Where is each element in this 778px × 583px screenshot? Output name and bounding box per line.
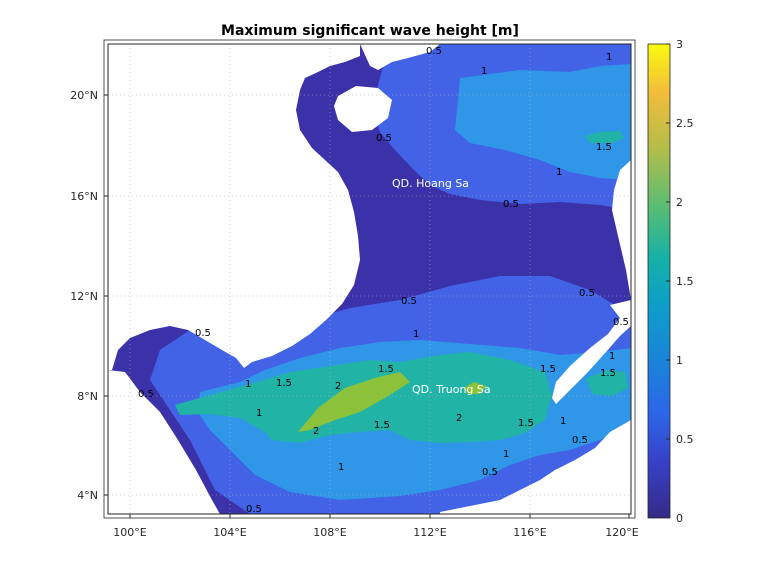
- colorbar-tick-label: 2: [676, 196, 683, 209]
- x-tick-label: 108°E: [313, 526, 346, 539]
- y-tick-label: 12°N: [70, 290, 98, 303]
- colorbar-tick-label: 1.5: [676, 275, 694, 288]
- land-hainan: [334, 86, 392, 132]
- colorbar-tick-label: 2.5: [676, 117, 694, 130]
- colorbar-tick-label: 1: [676, 354, 683, 367]
- contour-label: 1: [556, 167, 562, 178]
- wave-level-2-2.5-small: [464, 382, 486, 394]
- wave-level-1.5-2-north: [585, 131, 624, 143]
- contour-label: 0.5: [613, 317, 629, 328]
- contour-label: 1: [503, 449, 509, 460]
- y-tick-label: 4°N: [77, 489, 98, 502]
- map-title: Maximum significant wave height [m]: [221, 23, 519, 39]
- axes-frame: [107, 43, 632, 515]
- map-plot-area: [108, 44, 631, 514]
- wave-level-2-2.5: [298, 372, 410, 432]
- y-tick-label: 8°N: [77, 390, 98, 403]
- contour-label: 1: [256, 408, 262, 419]
- land-mainland: [108, 44, 360, 370]
- contour-label: 1: [338, 462, 344, 473]
- contour-label: 0.5: [579, 288, 595, 299]
- colorbar-tick-label: 0: [676, 512, 683, 525]
- contour-label: 0.5: [195, 328, 211, 339]
- contour-label: 1: [481, 66, 487, 77]
- contour-label: 0.5: [138, 389, 154, 400]
- wave-level-1-1.5-north: [455, 64, 631, 180]
- contour-label: 0.5: [246, 504, 262, 515]
- x-tick-label: 116°E: [513, 526, 546, 539]
- y-tick-label: 16°N: [70, 190, 98, 203]
- contour-label: 0.5: [572, 435, 588, 446]
- contour-label: 0.5: [401, 296, 417, 307]
- contour-label: 1.5: [378, 364, 394, 375]
- place-label-truong-sa: QD. Truong Sa: [412, 383, 491, 396]
- land-peninsula: [108, 370, 220, 514]
- contour-label: 1: [606, 52, 612, 63]
- x-tick-label: 100°E: [113, 526, 146, 539]
- contour-label: 1.5: [374, 420, 390, 431]
- land-philippines: [612, 160, 631, 300]
- contour-label: 2: [335, 381, 341, 392]
- y-tick-label: 20°N: [70, 89, 98, 102]
- contour-label: 1: [609, 351, 615, 362]
- wave-level-1.5-2-east: [586, 370, 628, 396]
- land-borneo: [440, 420, 631, 514]
- contour-label: 0.5: [482, 467, 498, 478]
- land-china-coast: [360, 44, 440, 70]
- contour-label: 2: [456, 413, 462, 424]
- contour-label: 0.5: [376, 133, 392, 144]
- contour-label: 1: [413, 329, 419, 340]
- x-tick-label: 104°E: [213, 526, 246, 539]
- contour-label: 1.5: [600, 368, 616, 379]
- x-tick-label: 112°E: [413, 526, 446, 539]
- land-palawan: [552, 300, 631, 404]
- colorbar-tick-label: 3: [676, 38, 683, 51]
- contour-label: 1.5: [276, 378, 292, 389]
- colorbar-ticks: [666, 43, 670, 440]
- contour-label: 0.5: [426, 46, 442, 57]
- map-border: [103, 39, 636, 519]
- contour-label: 2: [313, 426, 319, 437]
- contour-label: 0.5: [503, 199, 519, 210]
- contour-label: 1.5: [540, 364, 556, 375]
- axis-ticks: [104, 94, 630, 518]
- place-label-hoang-sa: QD. Hoang Sa: [392, 177, 469, 190]
- contour-label: 1: [560, 416, 566, 427]
- contour-label: 1: [245, 379, 251, 390]
- x-tick-label: 120°E: [605, 526, 638, 539]
- contour-label: 1.5: [596, 142, 612, 153]
- contour-label: 1.5: [518, 418, 534, 429]
- contour-labels: 0.5 1 1 0.5 1.5 1 0.5 0.5 0.5 0.5 0.5 1 …: [138, 46, 629, 515]
- colorbar-tick-label: 0.5: [676, 433, 694, 446]
